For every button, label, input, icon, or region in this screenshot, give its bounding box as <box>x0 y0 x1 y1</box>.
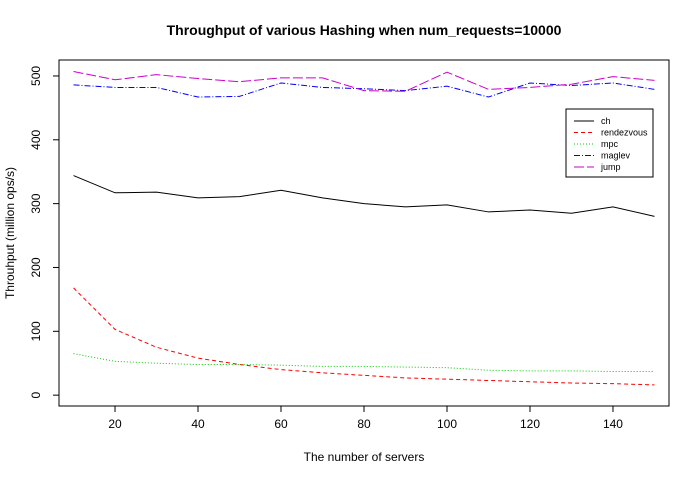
chart-title: Throughput of various Hashing when num_r… <box>167 22 562 38</box>
series-line-jump <box>73 71 655 92</box>
series-line-mpc <box>73 353 655 373</box>
x-tick-label: 120 <box>520 417 540 431</box>
y-tick-label: 100 <box>29 321 43 341</box>
series-layer <box>73 71 655 386</box>
legend-label-jump: jump <box>600 162 621 172</box>
x-tick-label: 60 <box>274 417 288 431</box>
legend-label-maglev: maglev <box>601 151 631 161</box>
legend-box <box>565 108 654 178</box>
series-line-maglev <box>73 82 655 98</box>
legend-label-mpc: mpc <box>601 139 619 149</box>
y-axis: 0 100 200 300 400 500 <box>29 66 59 398</box>
y-tick-label: 0 <box>29 391 43 398</box>
series-line-rendezvous <box>73 287 655 386</box>
x-axis-label: The number of servers <box>304 450 425 464</box>
x-axis: 20 40 60 80 100 120 140 <box>108 406 623 431</box>
y-tick-label: 200 <box>29 257 43 277</box>
y-axis-label: Throuhput (million ops/s) <box>3 167 17 299</box>
x-tick-label: 80 <box>357 417 371 431</box>
legend-label-rendezvous: rendezvous <box>601 128 648 138</box>
x-tick-label: 140 <box>603 417 623 431</box>
series-line-ch <box>73 175 655 217</box>
legend-label-ch: ch <box>601 116 611 126</box>
y-tick-label: 400 <box>29 129 43 149</box>
x-tick-label: 100 <box>437 417 457 431</box>
y-tick-label: 300 <box>29 193 43 213</box>
x-tick-label: 40 <box>191 417 205 431</box>
x-tick-label: 20 <box>108 417 122 431</box>
y-tick-label: 500 <box>29 66 43 86</box>
